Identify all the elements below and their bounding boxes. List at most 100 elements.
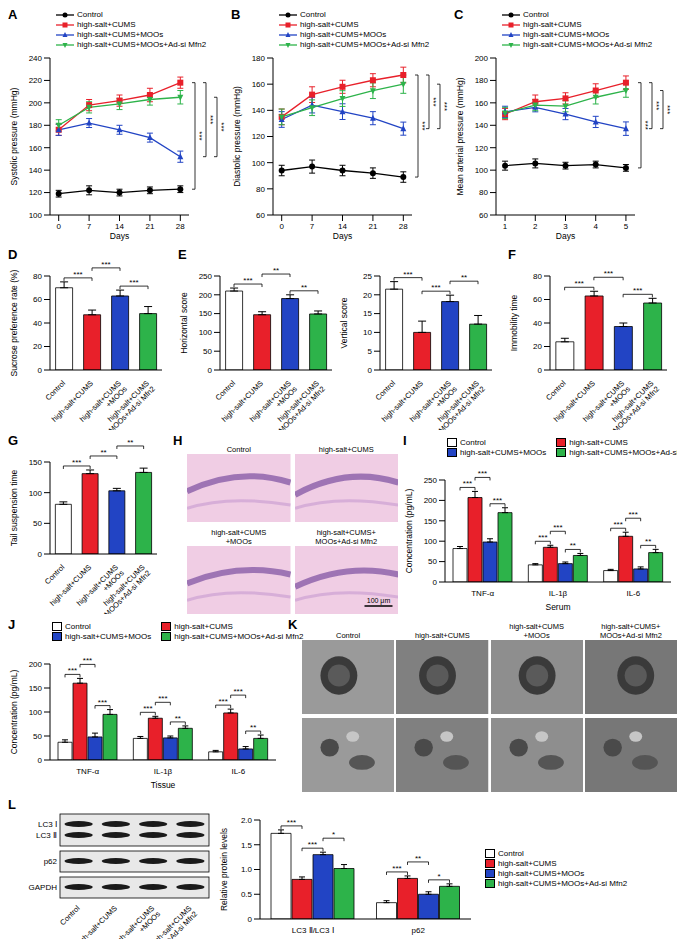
- svg-text:250: 250: [424, 476, 438, 485]
- svg-text:21: 21: [145, 222, 154, 231]
- svg-text:50: 50: [203, 347, 212, 356]
- svg-text:***: ***: [243, 276, 252, 285]
- svg-text:TNF-α: TNF-α: [471, 589, 494, 598]
- svg-text:7: 7: [310, 222, 315, 231]
- svg-text:***: ***: [83, 656, 92, 665]
- svg-text:180: 180: [29, 121, 43, 130]
- svg-text:60: 60: [33, 295, 42, 304]
- svg-text:200: 200: [199, 291, 213, 300]
- svg-text:Control: Control: [44, 378, 68, 402]
- svg-text:***: ***: [98, 698, 107, 707]
- svg-text:60: 60: [479, 211, 488, 220]
- svg-text:200: 200: [29, 99, 43, 108]
- svg-text:IL-1β: IL-1β: [154, 767, 173, 776]
- svg-text:Days: Days: [110, 231, 129, 241]
- svg-text:150: 150: [424, 517, 438, 526]
- svg-text:Control: Control: [214, 378, 238, 402]
- svg-text:Vertical score: Vertical score: [339, 297, 349, 348]
- svg-text:**: **: [415, 854, 421, 863]
- svg-text:200: 200: [475, 54, 489, 63]
- svg-text:Serum: Serum: [545, 602, 570, 612]
- svg-text:0: 0: [208, 366, 213, 375]
- svg-text:IL-1β: IL-1β: [549, 589, 568, 598]
- svg-text:Diastolic pressure (mmHg): Diastolic pressure (mmHg): [232, 86, 242, 187]
- svg-text:Tail suspension time: Tail suspension time: [9, 469, 19, 546]
- svg-text:150: 150: [199, 309, 213, 318]
- svg-text:***: ***: [217, 122, 226, 131]
- svg-text:0: 0: [433, 578, 438, 587]
- svg-text:high-salt+CUMSMOOs+Ad-si Mfn2: high-salt+CUMSMOOs+Ad-si Mfn2: [271, 379, 327, 430]
- svg-text:120: 120: [475, 144, 489, 153]
- svg-text:***: ***: [613, 520, 622, 529]
- svg-text:*: *: [332, 830, 335, 839]
- svg-text:140: 140: [29, 166, 43, 175]
- svg-text:***: ***: [233, 687, 242, 696]
- svg-text:7: 7: [87, 222, 92, 231]
- svg-text:Immobility time: Immobility time: [509, 294, 519, 351]
- svg-text:140: 140: [475, 121, 489, 130]
- svg-text:p62: p62: [412, 926, 426, 935]
- svg-text:***: ***: [663, 105, 672, 114]
- svg-text:80: 80: [33, 272, 42, 281]
- svg-text:200: 200: [424, 496, 438, 505]
- svg-text:***: ***: [158, 694, 167, 703]
- svg-text:50: 50: [428, 557, 437, 566]
- svg-text:0: 0: [38, 366, 43, 375]
- svg-text:***: ***: [429, 97, 438, 106]
- svg-text:***: ***: [628, 510, 637, 519]
- svg-text:14: 14: [338, 222, 347, 231]
- svg-text:5: 5: [624, 222, 629, 231]
- svg-text:160: 160: [29, 144, 43, 153]
- svg-text:Days: Days: [333, 231, 352, 241]
- svg-text:1: 1: [503, 222, 508, 231]
- svg-text:3: 3: [563, 222, 568, 231]
- svg-text:**: **: [127, 438, 133, 447]
- svg-text:***: ***: [72, 458, 81, 467]
- svg-text:28: 28: [399, 222, 408, 231]
- svg-text:80: 80: [479, 188, 488, 197]
- svg-text:***: ***: [143, 704, 152, 713]
- svg-text:**: **: [461, 273, 467, 282]
- svg-text:2.0: 2.0: [241, 816, 253, 825]
- svg-text:50: 50: [33, 732, 42, 741]
- svg-text:***: ***: [538, 533, 547, 542]
- svg-text:***: ***: [604, 269, 613, 278]
- svg-text:160: 160: [475, 99, 489, 108]
- svg-text:160: 160: [252, 80, 266, 89]
- svg-text:0: 0: [279, 222, 284, 231]
- svg-text:**: **: [570, 541, 576, 550]
- svg-text:Control: Control: [544, 378, 568, 402]
- svg-text:***: ***: [101, 260, 110, 269]
- svg-text:Relative protein levels: Relative protein levels: [219, 828, 229, 911]
- svg-text:20: 20: [363, 291, 372, 300]
- svg-text:***: ***: [308, 840, 317, 849]
- svg-text:GAPDH: GAPDH: [29, 883, 58, 892]
- svg-text:Systolic pressure (mmHg): Systolic pressure (mmHg): [9, 87, 19, 185]
- svg-text:200: 200: [29, 660, 43, 669]
- svg-text:Concentration (pg/mL): Concentration (pg/mL): [9, 670, 19, 755]
- svg-text:high-salt+CUMSMOOs+Ad-si Mfn2: high-salt+CUMSMOOs+Ad-si Mfn2: [143, 904, 199, 939]
- svg-text:**: **: [175, 714, 181, 723]
- svg-text:high-salt+CUMSMOOs+Ad-si Mfn2: high-salt+CUMSMOOs+Ad-si Mfn2: [101, 379, 157, 430]
- svg-text:20: 20: [33, 342, 42, 351]
- svg-text:***: ***: [463, 479, 472, 488]
- svg-text:0: 0: [38, 756, 43, 765]
- svg-text:TNF-α: TNF-α: [76, 767, 99, 776]
- svg-text:Horizontal score: Horizontal score: [179, 292, 189, 354]
- svg-text:***: ***: [68, 666, 77, 675]
- svg-text:100: 100: [475, 166, 489, 175]
- svg-text:***: ***: [493, 496, 502, 505]
- svg-text:250: 250: [199, 272, 213, 281]
- svg-text:***: ***: [641, 121, 650, 130]
- svg-text:25: 25: [363, 272, 372, 281]
- svg-text:0: 0: [368, 366, 373, 375]
- svg-text:1.0: 1.0: [241, 865, 253, 874]
- svg-text:***: ***: [73, 270, 82, 279]
- svg-text:40: 40: [533, 319, 542, 328]
- svg-text:180: 180: [475, 76, 489, 85]
- svg-text:*: *: [437, 872, 440, 881]
- svg-text:***: ***: [440, 102, 449, 111]
- svg-text:15: 15: [363, 309, 372, 318]
- svg-text:50: 50: [33, 519, 42, 528]
- svg-text:IL-6: IL-6: [626, 589, 640, 598]
